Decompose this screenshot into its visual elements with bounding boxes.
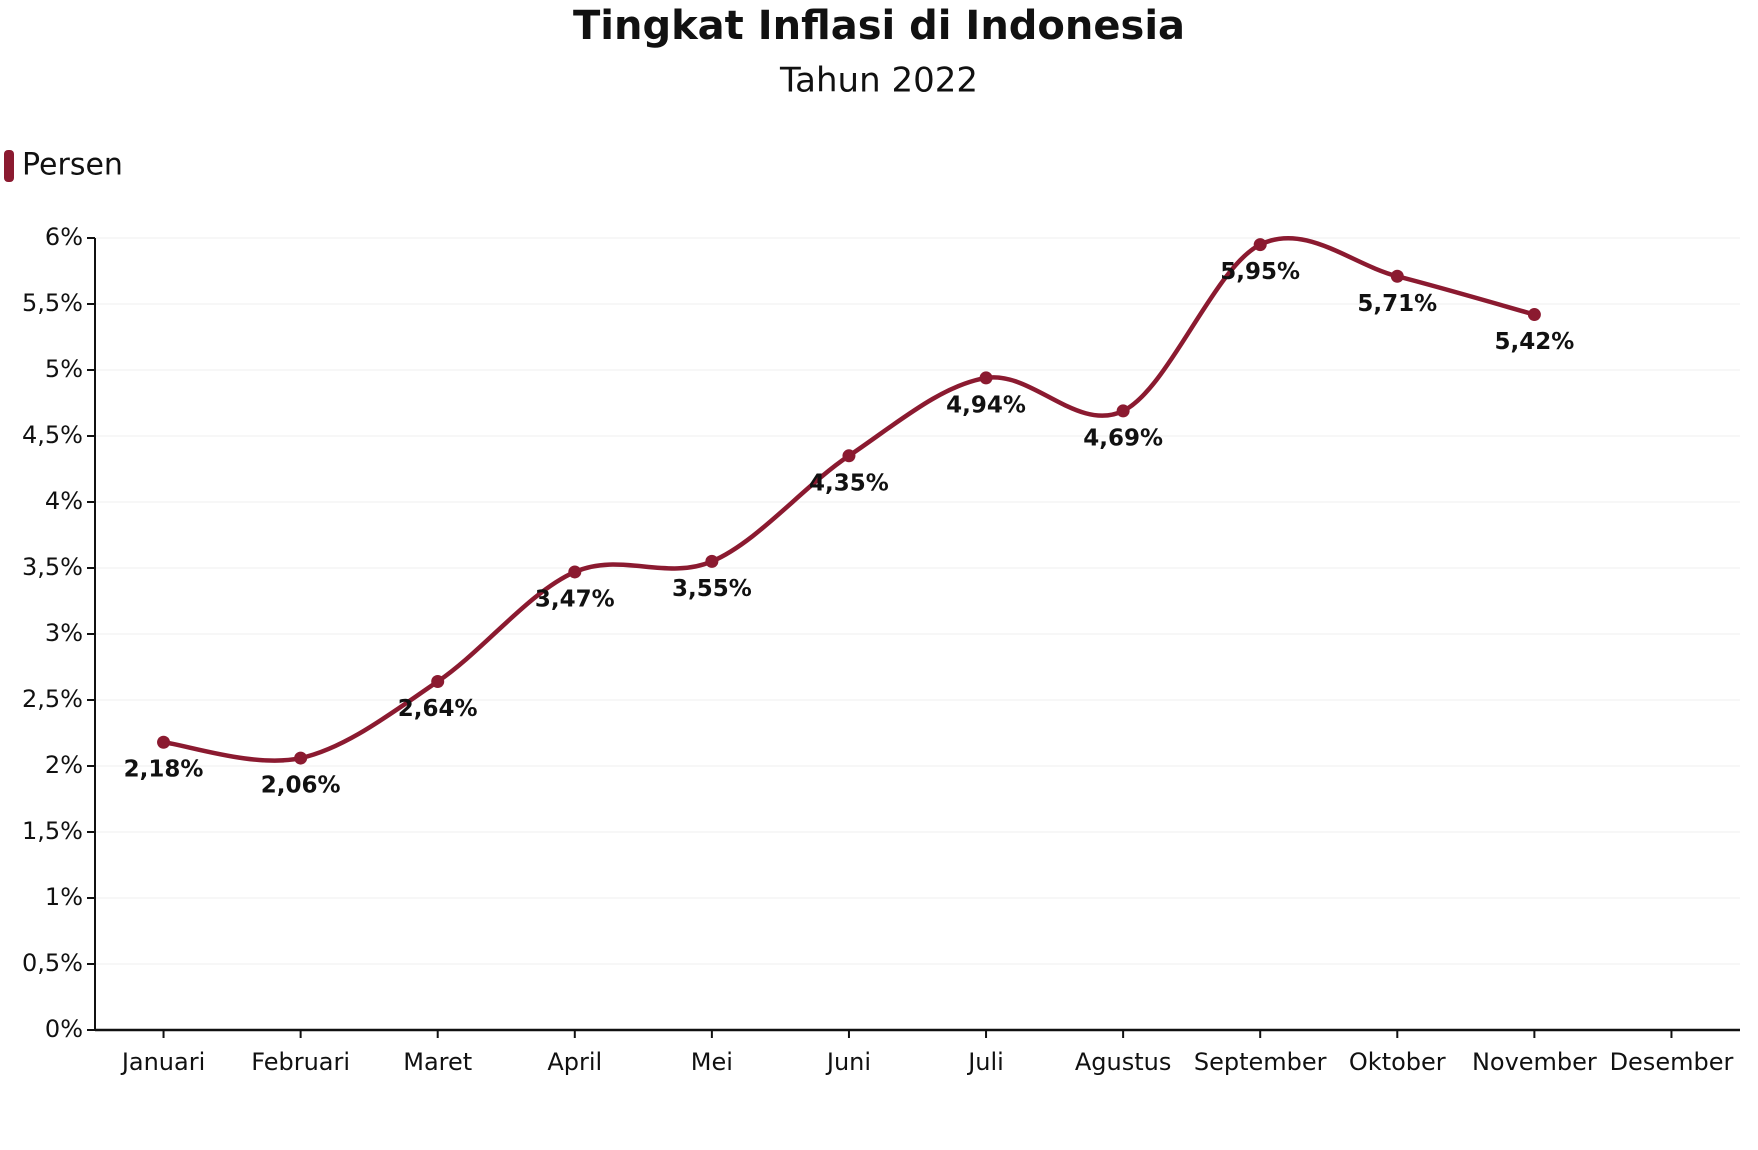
y-tick-label: 2% [45,751,83,779]
point [431,675,445,689]
point [705,554,719,568]
point [157,735,171,749]
legend-label: Persen [22,148,123,183]
y-tick-label: 1,5% [22,817,83,845]
x-tick-label: April [547,1048,602,1076]
x-tick-label: Agustus [1075,1048,1172,1076]
y-tick-label: 4% [45,487,83,515]
point [1390,269,1404,283]
x-tick-label: September [1194,1048,1327,1076]
x-tick-label: Maret [403,1048,472,1076]
data-label: 2,06% [261,773,341,799]
data-label: 2,64% [398,696,478,722]
data-label: 4,35% [809,470,889,496]
y-tick-label: 1% [45,883,83,911]
chart-subtitle: Tahun 2022 [779,61,978,101]
y-tick-label: 5% [45,355,83,383]
x-tick-label: Desember [1610,1048,1734,1076]
data-label: 3,47% [535,586,615,612]
point [979,371,993,385]
data-label: 5,95% [1220,259,1300,285]
data-label: 3,55% [672,576,752,602]
data-label: 4,69% [1083,425,1163,451]
data-label: 5,42% [1494,329,1574,355]
point [1116,404,1130,418]
y-tick-label: 0% [45,1015,83,1043]
line [163,236,1535,763]
x-tick-label: Oktober [1349,1048,1446,1076]
y-tick-label: 4,5% [22,421,83,449]
legend-swatch [4,150,14,182]
point [1527,308,1541,322]
point [294,751,308,765]
x-tick-label: Februari [251,1048,350,1076]
y-tick-label: 0,5% [22,949,83,977]
point [1253,238,1267,252]
y-tick-label: 6% [45,223,83,251]
point [842,449,856,463]
x-tick-label: Januari [120,1048,205,1076]
data-label: 4,94% [946,392,1026,418]
data-label: 5,71% [1357,291,1437,317]
y-tick-label: 5,5% [22,289,83,317]
data-label: 2,18% [124,757,204,783]
x-tick-label: November [1472,1048,1597,1076]
y-tick-label: 2,5% [22,685,83,713]
y-tick-label: 3,5% [22,553,83,581]
x-tick-label: Mei [691,1048,733,1076]
x-tick-label: Juni [825,1048,871,1076]
x-tick-label: Juli [966,1048,1004,1076]
chart-title: Tingkat Inflasi di Indonesia [573,3,1185,49]
point [568,565,582,579]
y-tick-label: 3% [45,619,83,647]
